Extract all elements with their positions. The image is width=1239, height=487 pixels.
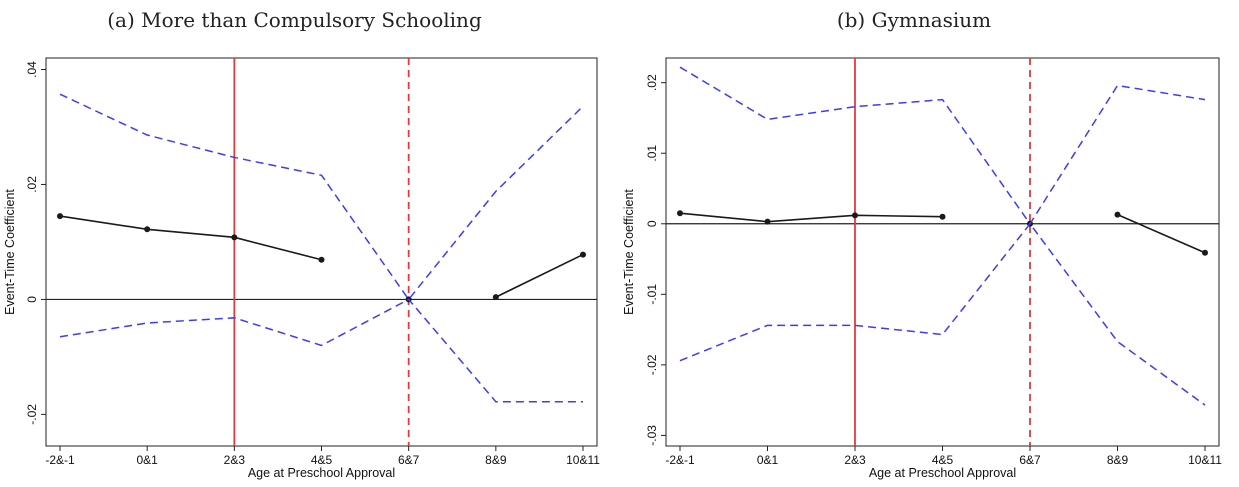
upper-ci-line — [59, 93, 584, 301]
estimate-line — [59, 215, 322, 261]
estimate-point — [231, 234, 238, 241]
y-tick-label: -.01 — [645, 284, 659, 305]
estimate-point — [580, 251, 586, 258]
x-axis-title: Age at Preschool Approval — [869, 466, 1016, 480]
y-tick-label: 0 — [25, 296, 39, 303]
lower-ci-line — [679, 222, 1206, 406]
y-tick-label: .04 — [25, 61, 39, 78]
x-tick-label: -2&-1 — [45, 453, 75, 467]
y-axis-title: Event-Time Coefficient — [622, 189, 636, 315]
y-axis-title: Event-Time Coefficient — [3, 189, 17, 315]
estimate-line — [495, 253, 584, 298]
x-tick-label: 10&11 — [1188, 453, 1222, 467]
estimate-point — [764, 218, 771, 225]
x-tick-label: 4&5 — [311, 453, 333, 467]
y-tick-label: .01 — [645, 145, 659, 162]
x-tick-label: -2&-1 — [665, 453, 695, 467]
y-tick-label: 0 — [645, 220, 659, 227]
x-tick-label: 8&9 — [1107, 453, 1129, 467]
x-tick-label: 2&3 — [844, 453, 866, 467]
estimate-point — [492, 294, 499, 301]
chart-b: -.03 -.02 -.01 0 .01 .02 -2&-1 0&1 2&3 4&5 6&7 8&9 1… — [622, 57, 1222, 480]
y-tick-label: -.02 — [645, 354, 659, 375]
estimate-point — [57, 213, 63, 220]
estimate-point — [852, 212, 858, 219]
x-tick-label: 0&1 — [136, 453, 158, 467]
x-tick-label: 4&5 — [932, 453, 954, 467]
chart-a: -.02 0 .02 .04 -2&-1 0&1 2&3 4&5 6&7 8&9 10&11 Age … — [3, 57, 600, 480]
y-tick-label: .02 — [645, 74, 659, 91]
plot-frame — [45, 57, 598, 447]
x-tick-label: 10&11 — [566, 453, 600, 467]
estimate-line — [1117, 213, 1206, 254]
plot-frame — [665, 57, 1220, 447]
estimate-point — [677, 210, 683, 217]
estimate-point — [318, 256, 325, 263]
estimate-point — [1202, 249, 1208, 256]
x-tick-label: 0&1 — [757, 453, 779, 467]
x-tick-label: 6&7 — [398, 453, 420, 467]
estimate-line — [679, 212, 943, 223]
y-tick-label: -.03 — [645, 425, 659, 446]
x-tick-label: 6&7 — [1019, 453, 1041, 467]
chart-caption-b: (b) Gymnasium — [836, 8, 992, 32]
chart-panel-a: (a) More than Compulsory Schooling -.02 0… — [0, 0, 619, 487]
chart-caption-a: (a) More than Compulsory Schooling — [107, 8, 482, 32]
y-tick-label: .02 — [25, 176, 39, 193]
estimate-point — [144, 226, 151, 233]
estimate-point — [939, 213, 946, 220]
chart-panel-b: (b) Gymnasium -.03 -.02 -.01 0 .01 .02 -2&-1 0&… — [619, 0, 1239, 487]
y-tick-label: -.02 — [25, 404, 39, 425]
estimate-point — [1114, 211, 1121, 218]
x-tick-label: 2&3 — [224, 453, 246, 467]
upper-ci-line — [679, 66, 1206, 226]
x-tick-label: 8&9 — [485, 453, 507, 467]
x-axis-title: Age at Preschool Approval — [248, 466, 395, 480]
lower-ci-line — [59, 298, 583, 403]
